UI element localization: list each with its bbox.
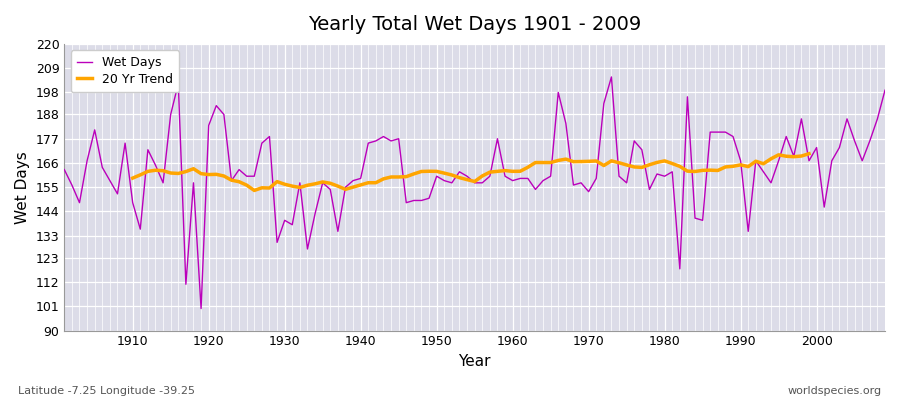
Title: Yearly Total Wet Days 1901 - 2009: Yearly Total Wet Days 1901 - 2009 [308, 15, 642, 34]
Y-axis label: Wet Days: Wet Days [15, 151, 30, 224]
Legend: Wet Days, 20 Yr Trend: Wet Days, 20 Yr Trend [70, 50, 179, 92]
Wet Days [58, 167, 69, 172]
Wet Days [879, 88, 890, 93]
20 Yr Trend [698, 168, 708, 173]
20 Yr Trend [781, 154, 792, 159]
20 Yr Trend [219, 174, 230, 178]
Wet Days [606, 74, 616, 79]
20 Yr Trend [804, 151, 814, 156]
Wet Days [508, 178, 518, 183]
20 Yr Trend [606, 158, 616, 163]
20 Yr Trend [713, 168, 724, 173]
Wet Days [120, 141, 130, 146]
Wet Days [515, 176, 526, 181]
Wet Days [340, 185, 351, 190]
Line: 20 Yr Trend: 20 Yr Trend [132, 154, 809, 190]
X-axis label: Year: Year [458, 354, 491, 369]
Wet Days [195, 306, 206, 311]
Wet Days [294, 180, 305, 185]
Text: worldspecies.org: worldspecies.org [788, 386, 882, 396]
Line: Wet Days: Wet Days [64, 77, 885, 308]
Wet Days [614, 174, 625, 179]
20 Yr Trend [340, 187, 351, 192]
20 Yr Trend [127, 176, 138, 180]
20 Yr Trend [249, 188, 260, 193]
Text: Latitude -7.25 Longitude -39.25: Latitude -7.25 Longitude -39.25 [18, 386, 195, 396]
